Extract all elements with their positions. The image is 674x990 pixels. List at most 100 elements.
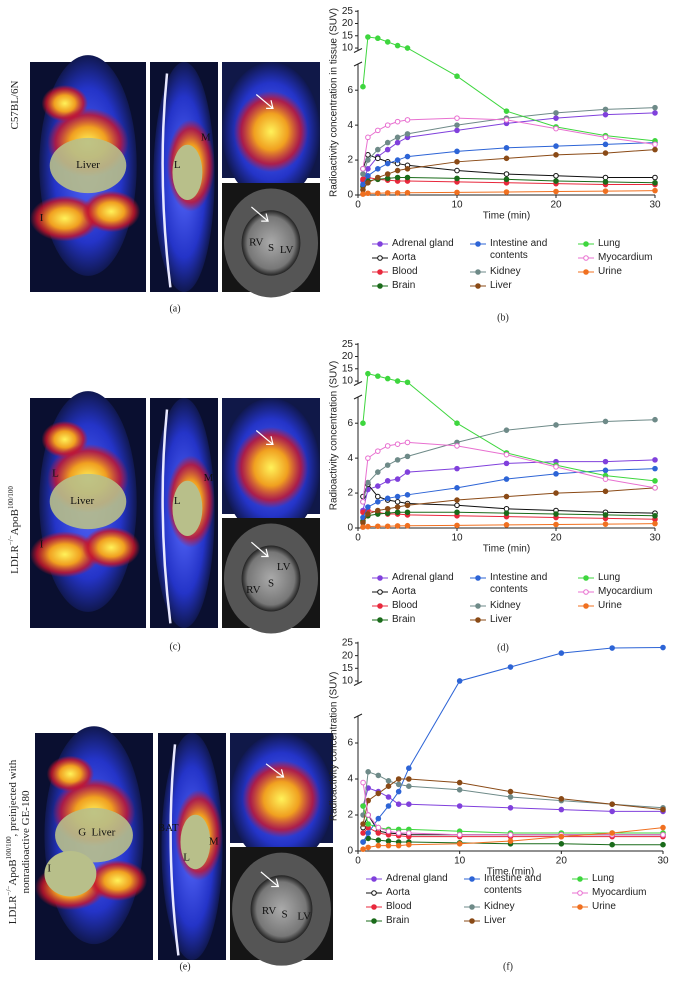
data-point — [404, 153, 411, 160]
data-point — [394, 167, 401, 174]
y-tick-label: 15 — [342, 363, 354, 374]
legend-item: Aorta — [372, 586, 470, 600]
data-point — [404, 469, 411, 475]
pet-coronal — [35, 726, 153, 960]
data-point — [454, 189, 460, 196]
data-point — [365, 504, 371, 510]
data-point — [394, 504, 401, 510]
data-point — [360, 176, 366, 183]
y-tick-label: 4 — [347, 120, 353, 131]
legend-dot — [475, 575, 481, 581]
data-point — [602, 141, 609, 148]
image-label: I — [40, 539, 44, 551]
legend-item: Kidney — [470, 266, 578, 280]
axis-break — [353, 681, 363, 686]
data-point — [456, 803, 463, 809]
data-point — [404, 439, 411, 446]
data-point — [384, 171, 391, 177]
strain-text: C57BL/6N — [9, 81, 21, 130]
liver — [49, 473, 127, 530]
data-point — [384, 190, 391, 196]
legend-marker — [464, 876, 480, 882]
data-point — [365, 523, 371, 530]
data-point — [384, 139, 391, 146]
image-label: S — [268, 578, 274, 590]
panel-label: (a) — [169, 303, 180, 314]
panel-label: (d) — [497, 642, 509, 653]
liver — [55, 807, 133, 863]
spine — [161, 73, 172, 288]
pet-sagittal — [158, 733, 226, 960]
data-point — [360, 830, 366, 836]
data-point — [553, 511, 559, 517]
strain-text: nonradioactive GE-180 — [20, 790, 32, 893]
legend-marker — [464, 918, 480, 924]
data-point — [652, 146, 658, 153]
data-point — [553, 188, 559, 195]
legend-label: Intestine and contents — [490, 238, 548, 261]
data-point — [558, 841, 565, 847]
data-point — [395, 830, 402, 836]
legend-dot — [469, 876, 475, 882]
data-point — [394, 42, 401, 49]
legend-marker — [578, 603, 594, 609]
axis-break — [353, 61, 363, 67]
data-point — [365, 821, 371, 827]
legend-dot — [475, 617, 481, 623]
x-tick-label: 30 — [657, 856, 669, 867]
x-tick-label: 10 — [451, 200, 463, 211]
legend-item: Lung — [578, 238, 674, 252]
legend-marker — [470, 269, 486, 275]
spine — [161, 409, 172, 624]
data-point — [652, 416, 658, 423]
data-point — [503, 117, 510, 123]
data-point — [553, 143, 559, 149]
legend-label: Aorta — [392, 586, 416, 597]
legend-label: Lung — [592, 873, 615, 884]
data-point — [394, 499, 401, 505]
data-point — [375, 830, 382, 836]
legend-dot — [469, 904, 475, 910]
legend-label: Urine — [598, 600, 622, 611]
data-point — [365, 455, 371, 461]
legend-label: Urine — [598, 266, 622, 277]
data-point — [406, 801, 412, 808]
image-label: G — [78, 826, 86, 838]
data-point — [454, 502, 460, 509]
data-point — [404, 174, 411, 181]
legend-marker — [572, 876, 588, 882]
legend-dot — [377, 269, 383, 275]
data-point — [553, 464, 559, 470]
pet-sagittal — [150, 62, 218, 292]
data-point — [375, 373, 381, 379]
legend-marker — [366, 918, 382, 924]
intestine — [44, 851, 97, 897]
data-point — [558, 806, 565, 813]
data-point — [652, 104, 658, 111]
data-point — [404, 492, 411, 498]
data-point — [394, 118, 401, 125]
data-point — [553, 471, 559, 477]
x-tick-label: 30 — [649, 200, 661, 211]
legend-label: Myocardium — [592, 887, 647, 898]
data-point — [602, 512, 609, 518]
legend-label: Myocardium — [598, 252, 653, 263]
data-point — [394, 493, 401, 500]
data-point — [558, 650, 565, 656]
y-tick-label: 10 — [342, 43, 354, 54]
legend-item: Urine — [578, 266, 674, 280]
legend-marker — [366, 904, 382, 910]
liver — [172, 480, 203, 536]
legend-label: Lung — [598, 572, 621, 583]
data-point — [609, 830, 615, 836]
image-label: S — [282, 908, 288, 920]
data-point — [652, 141, 658, 148]
series-line — [362, 117, 656, 169]
y-tick-label: 4 — [347, 453, 353, 464]
legend-marker — [578, 269, 594, 275]
image-label: L — [174, 159, 181, 171]
data-point — [365, 179, 371, 186]
legend: Adrenal gland Aorta Blood Brain Intestine an… — [372, 572, 674, 628]
hot-spot — [30, 195, 100, 242]
legend-marker — [464, 904, 480, 910]
